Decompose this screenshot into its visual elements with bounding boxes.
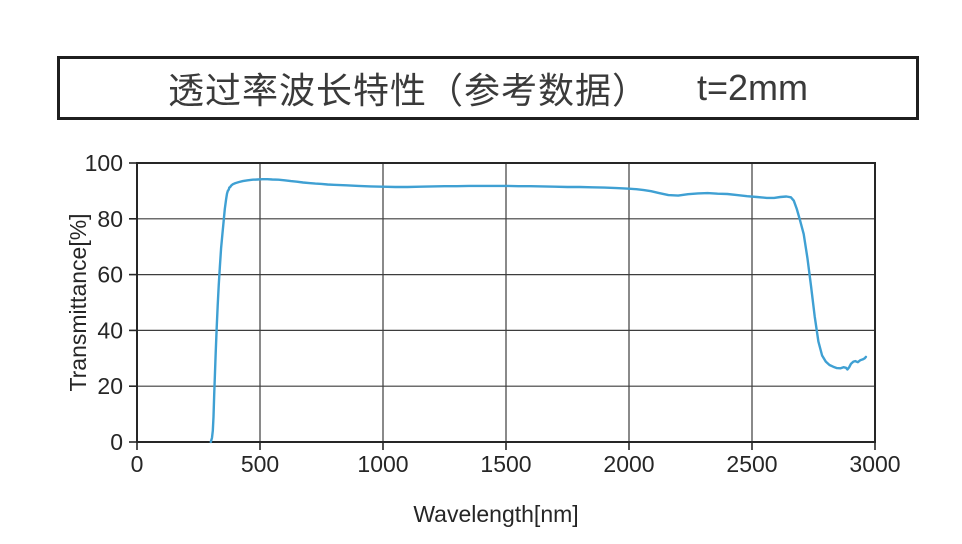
x-tick-label: 3000 <box>849 451 900 477</box>
x-axis-label: Wavelength[nm] <box>413 501 578 527</box>
x-tick-label: 2000 <box>603 451 654 477</box>
x-tick-label: 500 <box>241 451 279 477</box>
x-tick-label: 1500 <box>480 451 531 477</box>
x-tick-label: 2500 <box>726 451 777 477</box>
y-tick-label: 100 <box>85 150 123 176</box>
y-tick-label: 60 <box>97 262 123 288</box>
chart-title-box: 透过率波长特性（参考数据） t=2mm <box>57 56 919 120</box>
chart-title-thickness: t=2mm <box>696 67 809 108</box>
y-axis-label: Transmittance[%] <box>65 213 91 391</box>
x-tick-label: 1000 <box>357 451 408 477</box>
tick-marks <box>129 162 876 450</box>
x-tick-label: 0 <box>131 451 144 477</box>
y-tick-label: 40 <box>97 317 123 343</box>
chart-title: 透过率波长特性（参考数据） <box>167 70 649 111</box>
y-tick-label: 0 <box>110 429 123 455</box>
grid-lines <box>137 163 875 442</box>
y-tick-label: 80 <box>97 206 123 232</box>
transmittance-curve <box>209 177 868 444</box>
plot-border <box>136 162 876 443</box>
y-tick-label: 20 <box>97 373 123 399</box>
